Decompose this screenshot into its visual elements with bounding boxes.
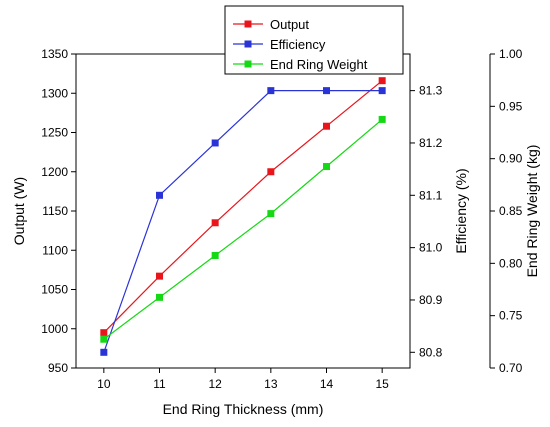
end-ring-weight-point [323,163,330,171]
efficiency-point [156,191,163,199]
weight-tick-label: 0.80 [499,256,523,270]
output-point [323,122,330,130]
x-tick-label: 13 [264,377,278,391]
output-axis-ticks: 950 1000 1050 1100 1150 1200 1250 1300 1350 [41,47,76,375]
output-point [267,168,275,176]
efficiency-axis-title: Efficiency (%) [453,168,469,253]
weight-tick-label: 0.75 [499,309,523,323]
x-axis-ticks: 10 11 12 13 14 15 [97,368,389,391]
x-tick-label: 14 [320,377,334,391]
x-tick-label: 10 [97,377,111,391]
efficiency-tick-label: 81.1 [419,188,443,202]
end-ring-weight-point [378,115,386,123]
efficiency-tick-label: 81.3 [419,84,443,98]
output-tick-label: 1350 [41,47,68,61]
legend-label: Efficiency [270,37,326,52]
legend-swatch-marker [244,60,252,68]
efficiency-point [323,87,330,95]
output-tick-label: 1250 [41,126,68,140]
weight-axis-ticks: 0.70 0.75 0.80 0.85 0.90 0.95 1.00 [490,47,523,375]
x-axis-title: End Ring Thickness (mm) [163,401,324,417]
output-point [156,272,163,280]
output-tick-label: 950 [48,361,68,375]
output-tick-label: 1150 [42,204,68,218]
weight-tick-label: 0.70 [499,361,523,375]
end-ring-weight-line [103,118,383,340]
output-tick-label: 1300 [41,86,68,100]
efficiency-tick-label: 80.9 [419,293,443,307]
end-ring-weight-point [100,335,108,343]
weight-tick-label: 0.95 [499,99,523,113]
output-tick-label: 1200 [41,165,68,179]
efficiency-tick-label: 81.0 [419,241,443,255]
output-tick-label: 1050 [41,283,68,297]
end-ring-weight-point [156,293,163,301]
series-points [100,77,386,356]
output-tick-label: 1000 [41,322,68,336]
output-tick-label: 1100 [42,243,68,257]
x-tick-label: 15 [375,377,389,391]
efficiency-tick-label: 80.8 [419,345,443,359]
series-lines [103,80,383,353]
end-ring-weight-point [267,210,275,218]
weight-tick-label: 1.00 [499,47,523,61]
x-tick-label: 11 [153,377,166,391]
legend-swatch-marker [244,40,252,48]
efficiency-line [103,90,383,353]
legend-label: End Ring Weight [270,57,368,72]
weight-tick-label: 0.85 [499,204,523,218]
efficiency-point [378,87,386,95]
efficiency-axis-ticks: 80.8 80.9 81.0 81.1 81.2 81.3 [410,84,443,359]
legend-box [224,5,404,75]
x-tick-label: 12 [208,377,222,391]
output-point [211,219,219,227]
legend-label: Output [270,17,309,32]
output-point [100,329,108,337]
weight-tick-label: 0.90 [499,152,523,166]
efficiency-tick-label: 81.2 [419,136,443,150]
legend: Output Efficiency End Ring Weight [224,5,404,75]
efficiency-point [100,348,108,356]
end-ring-weight-point [211,251,219,259]
output-line [103,80,383,334]
output-point [378,77,386,85]
legend-swatch-marker [244,20,252,28]
efficiency-point [211,139,219,147]
output-axis-title: Output (W) [11,177,27,245]
efficiency-point [267,87,275,95]
plot-frame [75,53,411,369]
weight-axis-title: End Ring Weight (kg) [524,145,540,278]
